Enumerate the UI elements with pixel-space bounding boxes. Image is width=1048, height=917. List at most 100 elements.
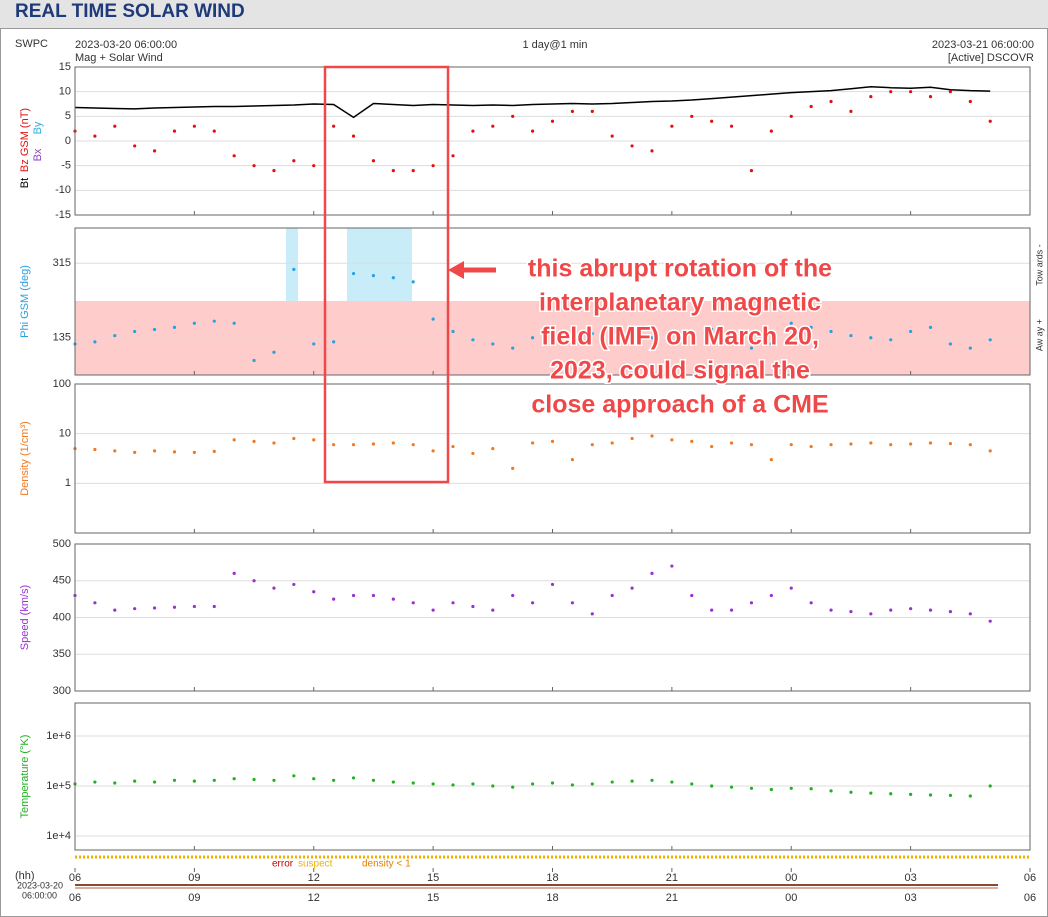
- data-point: [988, 338, 992, 342]
- data-point: [789, 443, 793, 447]
- y-axis-label: Phi GSM (deg): [19, 265, 31, 338]
- data-point: [172, 778, 177, 782]
- data-point: [928, 793, 933, 797]
- data-point: [332, 124, 336, 128]
- data-point: [232, 571, 236, 576]
- data-point: [909, 607, 913, 611]
- x-tick-label: 09: [188, 892, 200, 904]
- data-point: [332, 340, 336, 344]
- data-point: [789, 786, 793, 790]
- y-axis-label: Speed (km/s): [19, 585, 31, 650]
- data-point: [133, 607, 137, 611]
- data-point: [690, 114, 694, 118]
- data-point: [749, 346, 754, 350]
- data-point: [948, 342, 953, 346]
- data-point: [93, 134, 97, 138]
- data-point: [212, 129, 216, 133]
- data-point: [431, 782, 435, 786]
- data-point: [869, 336, 873, 340]
- panel-border: [0, 28, 1048, 917]
- data-point: [670, 124, 674, 128]
- y-tick-label: 10: [59, 86, 71, 98]
- right-label: Tow ards -: [1034, 244, 1044, 286]
- data-point: [531, 336, 535, 340]
- data-point: [531, 129, 535, 133]
- data-point: [749, 601, 754, 605]
- x-tick-label: 03: [905, 872, 917, 884]
- data-point: [570, 109, 574, 113]
- header-bar: [0, 0, 1048, 28]
- data-point: [431, 317, 435, 321]
- data-point: [391, 780, 395, 784]
- data-point: [471, 451, 475, 456]
- data-point: [212, 319, 216, 323]
- data-point: [471, 129, 475, 133]
- x-tick-label: 06: [1024, 872, 1036, 884]
- data-point: [113, 781, 117, 785]
- data-point: [312, 164, 316, 168]
- data-point: [531, 441, 535, 445]
- data-point: [252, 579, 256, 583]
- data-point: [570, 458, 574, 462]
- data-point: [690, 334, 694, 338]
- data-point: [391, 169, 395, 173]
- data-point: [789, 321, 793, 325]
- data-point: [133, 144, 137, 148]
- data-point: [909, 792, 913, 796]
- data-point: [172, 450, 177, 454]
- data-point: [710, 608, 714, 612]
- data-point: [650, 778, 654, 782]
- data-point: [93, 447, 97, 452]
- data-point: [232, 438, 236, 442]
- data-point: [332, 597, 336, 601]
- data-point: [411, 280, 415, 284]
- data-point: [789, 586, 793, 590]
- data-point: [113, 334, 117, 338]
- data-point: [212, 449, 216, 453]
- source: SWPC: [15, 38, 48, 50]
- data-point: [491, 342, 495, 346]
- data-point: [570, 329, 574, 334]
- data-point: [411, 601, 415, 605]
- data-point: [809, 325, 813, 329]
- data-point: [928, 95, 933, 99]
- data-point: [729, 785, 734, 789]
- data-point: [351, 443, 356, 447]
- data-point: [471, 338, 475, 342]
- data-point: [570, 783, 574, 787]
- data-point: [451, 329, 455, 334]
- quality-legend: error: [272, 859, 294, 870]
- data-point: [411, 443, 415, 447]
- data-point: [849, 334, 853, 338]
- x-tick-label: 21: [666, 872, 678, 884]
- data-point: [391, 597, 395, 601]
- y-tick-label: -10: [55, 184, 71, 196]
- highlight-box: [323, 65, 450, 484]
- data-point: [829, 789, 833, 793]
- data-point: [670, 329, 674, 334]
- data-point: [172, 605, 177, 609]
- data-point: [292, 436, 296, 441]
- annotation-text: interplanetary magnetic: [539, 289, 821, 317]
- data-point: [252, 358, 256, 363]
- data-point: [650, 434, 654, 438]
- data-point: [550, 119, 555, 123]
- data-point: [909, 442, 913, 446]
- y-tick-label: -15: [55, 209, 71, 221]
- data-point: [670, 438, 674, 442]
- y-tick-label: -5: [61, 160, 71, 172]
- quality-legend: suspect: [298, 859, 333, 870]
- data-point: [849, 109, 853, 113]
- x-tick-label: 09: [188, 872, 200, 884]
- resolution: 1 day@1 min: [523, 39, 588, 51]
- data-point: [769, 129, 773, 133]
- quality-legend: density < 1: [362, 859, 411, 870]
- data-point: [889, 90, 893, 94]
- data-point: [212, 604, 216, 609]
- x-tick-label: 15: [427, 892, 439, 904]
- x-tick-label: 12: [308, 872, 320, 884]
- data-point: [670, 564, 674, 568]
- y-tick-label: 10: [59, 428, 71, 440]
- data-point: [371, 593, 376, 598]
- data-point: [630, 586, 634, 590]
